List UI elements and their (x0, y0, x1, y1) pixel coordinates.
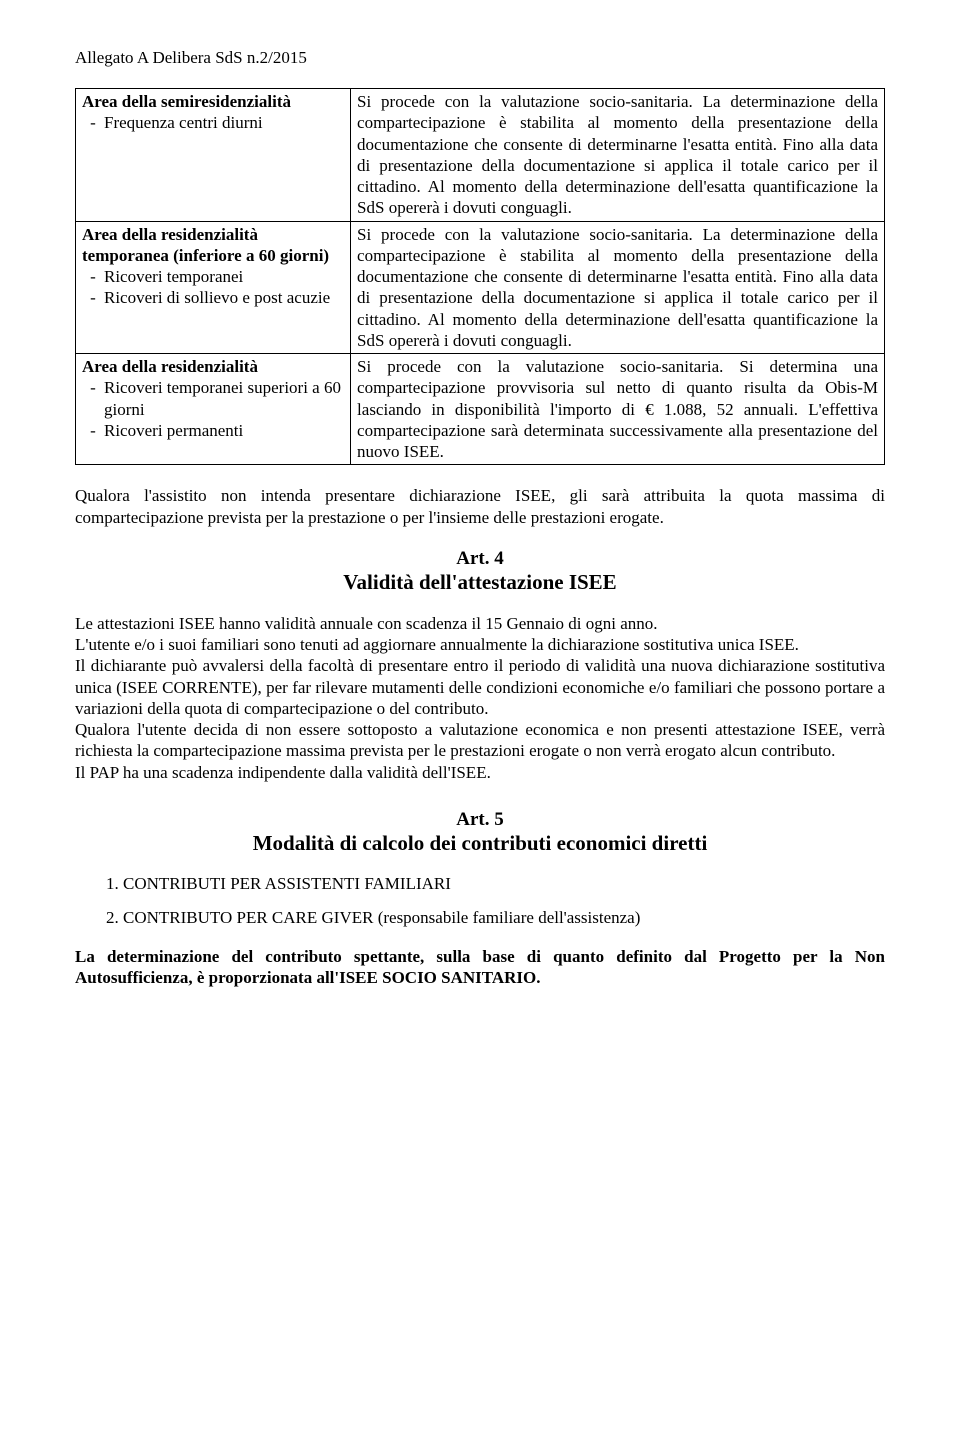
list-item: Ricoveri temporanei (100, 266, 344, 287)
art4-paragraph: Il dichiarante può avvalersi della facol… (75, 655, 885, 719)
cell-right-2: Si procede con la valutazione socio-sani… (351, 221, 885, 354)
art5-final-paragraph: La determinazione del contributo spettan… (75, 946, 885, 989)
document-header: Allegato A Delibera SdS n.2/2015 (75, 48, 885, 68)
cell-left-3: Area della residenzialità Ricoveri tempo… (76, 354, 351, 465)
article-title: Validità dell'attestazione ISEE (75, 570, 885, 595)
table-row: Area della residenzialità temporanea (in… (76, 221, 885, 354)
list-item: CONTRIBUTO PER CARE GIVER (responsabile … (123, 908, 885, 928)
table-row: Area della semiresidenzialità Frequenza … (76, 89, 885, 222)
cell-right-3: Si procede con la valutazione socio-sani… (351, 354, 885, 465)
list-item: Ricoveri temporanei superiori a 60 giorn… (100, 377, 344, 420)
article-title: Modalità di calcolo dei contributi econo… (75, 831, 885, 856)
area-title: Area della residenzialità temporanea (in… (82, 225, 329, 265)
art5-list: CONTRIBUTI PER ASSISTENTI FAMILIARI CONT… (75, 874, 885, 928)
table-row: Area della residenzialità Ricoveri tempo… (76, 354, 885, 465)
areas-table: Area della semiresidenzialità Frequenza … (75, 88, 885, 465)
list-item: Ricoveri permanenti (100, 420, 344, 441)
cell-right-1: Si procede con la valutazione socio-sani… (351, 89, 885, 222)
list-item: CONTRIBUTI PER ASSISTENTI FAMILIARI (123, 874, 885, 894)
list-item: Frequenza centri diurni (100, 112, 344, 133)
art4-paragraph: Qualora l'utente decida di non essere so… (75, 719, 885, 762)
article-number: Art. 4 (75, 548, 885, 570)
area-title: Area della residenzialità (82, 357, 258, 376)
art4-paragraph: Le attestazioni ISEE hanno validità annu… (75, 613, 885, 634)
art4-paragraph: Il PAP ha una scadenza indipendente dall… (75, 762, 885, 783)
article-number: Art. 5 (75, 809, 885, 831)
list-item: Ricoveri di sollievo e post acuzie (100, 287, 344, 308)
area-title: Area della semiresidenzialità (82, 92, 291, 111)
art4-paragraph: L'utente e/o i suoi familiari sono tenut… (75, 634, 885, 655)
cell-left-2: Area della residenzialità temporanea (in… (76, 221, 351, 354)
cell-left-1: Area della semiresidenzialità Frequenza … (76, 89, 351, 222)
post-table-paragraph: Qualora l'assistito non intenda presenta… (75, 485, 885, 528)
